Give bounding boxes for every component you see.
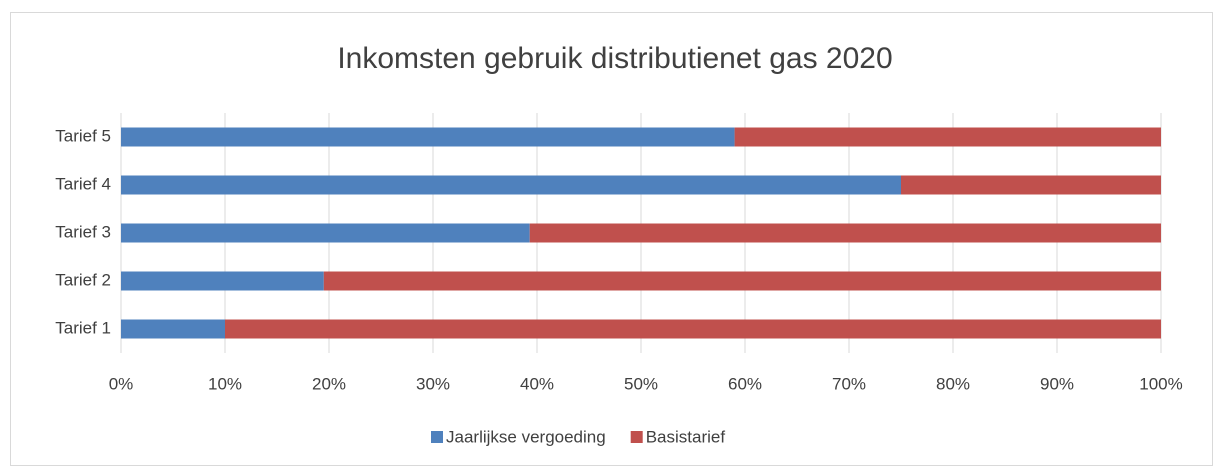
x-tick-label: 80% bbox=[936, 374, 970, 393]
x-tick-label: 60% bbox=[728, 374, 762, 393]
x-tick-label: 20% bbox=[312, 374, 346, 393]
legend-label: Jaarlijkse vergoeding bbox=[446, 427, 606, 446]
bar bbox=[901, 175, 1161, 195]
y-tick-label: Tarief 5 bbox=[55, 126, 111, 145]
x-tick-label: 0% bbox=[109, 374, 134, 393]
bar bbox=[121, 175, 901, 195]
legend-swatch bbox=[630, 431, 643, 443]
x-tick-label: 70% bbox=[832, 374, 866, 393]
x-tick-label: 90% bbox=[1040, 374, 1074, 393]
x-tick-label: 50% bbox=[624, 374, 658, 393]
bar bbox=[121, 127, 735, 147]
x-tick-label: 10% bbox=[208, 374, 242, 393]
y-tick-label: Tarief 2 bbox=[55, 270, 111, 289]
legend-swatch bbox=[431, 431, 443, 443]
bar bbox=[323, 271, 1161, 291]
x-tick-label: 30% bbox=[416, 374, 450, 393]
bar bbox=[734, 127, 1161, 147]
bar bbox=[121, 319, 225, 339]
bar bbox=[121, 223, 530, 243]
x-tick-label: 100% bbox=[1139, 374, 1182, 393]
bar bbox=[529, 223, 1161, 243]
chart-title: Inkomsten gebruik distributienet gas 202… bbox=[337, 42, 892, 75]
x-tick-label: 40% bbox=[520, 374, 554, 393]
bar bbox=[121, 271, 324, 291]
y-tick-label: Tarief 3 bbox=[55, 222, 111, 241]
bar bbox=[225, 319, 1161, 339]
legend-label: Basistarief bbox=[646, 427, 726, 446]
y-tick-label: Tarief 1 bbox=[55, 318, 111, 337]
y-tick-label: Tarief 4 bbox=[55, 174, 111, 193]
